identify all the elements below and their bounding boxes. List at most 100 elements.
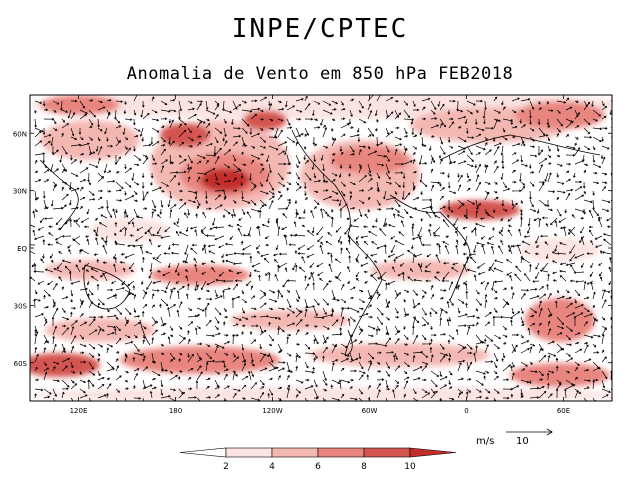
wind-arrow	[502, 287, 507, 291]
wind-arrow	[569, 279, 576, 283]
wind-arrow	[520, 163, 528, 167]
wind-arrow	[114, 293, 118, 300]
wind-arrow	[500, 239, 504, 246]
wind-arrow	[304, 133, 307, 138]
wind-arrow	[105, 235, 108, 244]
wind-arrow	[338, 172, 342, 178]
wind-arrow	[114, 232, 117, 237]
wind-arrow	[37, 280, 45, 285]
wind-arrow	[547, 393, 553, 399]
wind-arrow	[592, 145, 596, 151]
wind-arrow	[455, 244, 459, 255]
wind-arrow	[124, 147, 131, 156]
wind-arrow	[502, 181, 507, 189]
wind-arrow	[538, 127, 546, 136]
wind-arrow	[148, 238, 153, 246]
wind-arrow	[464, 118, 468, 125]
wind-arrow	[367, 95, 375, 102]
wind-arrow	[119, 226, 126, 233]
wind-arrow	[187, 352, 190, 358]
wind-arrow	[412, 377, 421, 381]
wind-arrow	[141, 172, 145, 179]
wind-arrow	[340, 307, 344, 318]
wind-arrow	[331, 100, 338, 105]
wind-arrow	[465, 290, 469, 300]
wind-arrow	[317, 235, 324, 243]
wind-arrow	[347, 234, 351, 246]
wind-arrow	[569, 244, 576, 254]
wind-arrow	[80, 360, 87, 364]
wind-arrow	[58, 276, 63, 282]
wind-arrow	[556, 208, 562, 217]
wind-arrow	[349, 206, 356, 210]
wind-arrow	[462, 226, 468, 230]
wind-arrow	[115, 118, 121, 124]
wind-arrow	[550, 217, 558, 226]
wind-arrow	[420, 190, 423, 196]
wind-arrow	[457, 145, 467, 150]
wind-arrow	[88, 361, 94, 370]
wind-arrow	[295, 154, 301, 165]
wind-arrow	[412, 152, 416, 156]
wind-arrow	[95, 145, 99, 152]
wind-arrow	[214, 136, 219, 144]
wind-arrow	[367, 196, 371, 201]
wind-arrow	[160, 388, 164, 396]
wind-arrow	[466, 179, 472, 183]
wind-arrow	[556, 252, 567, 255]
wind-arrow	[85, 235, 90, 238]
wind-arrow	[394, 253, 405, 259]
wind-arrow	[80, 249, 90, 255]
wind-arrow	[403, 361, 410, 368]
wind-arrow	[106, 111, 111, 120]
wind-arrow	[448, 397, 455, 401]
wind-arrow	[467, 351, 473, 355]
wind-arrow	[473, 244, 477, 254]
wind-arrow	[232, 141, 238, 147]
colorbar-swatch	[225, 447, 273, 458]
wind-arrow	[196, 342, 203, 346]
wind-arrow	[439, 187, 445, 192]
wind-arrow	[403, 376, 410, 381]
wind-arrow	[178, 159, 187, 165]
wind-arrow	[583, 199, 593, 204]
wind-arrow	[277, 150, 285, 156]
wind-arrow	[439, 355, 446, 363]
wind-arrow	[151, 337, 155, 345]
wind-arrow	[102, 244, 108, 255]
wind-arrow	[430, 199, 433, 210]
wind-arrow	[259, 118, 264, 121]
wind-arrow	[457, 109, 464, 113]
wind-arrow	[151, 329, 158, 336]
wind-arrow	[479, 217, 486, 220]
wind-arrow	[286, 201, 291, 210]
wind-arrow	[358, 189, 365, 192]
wind-arrow	[78, 128, 82, 135]
wind-arrow	[494, 259, 504, 264]
wind-arrow	[115, 100, 124, 103]
wind-arrow	[106, 377, 110, 381]
wind-arrow	[502, 352, 506, 359]
wind-arrow	[151, 96, 155, 102]
wind-arrow	[205, 396, 212, 399]
wind-arrow	[583, 296, 590, 300]
wind-arrow	[430, 390, 438, 399]
wind-arrow	[385, 361, 390, 370]
wind-arrow	[374, 109, 378, 117]
wind-arrow	[178, 118, 187, 126]
wind-arrow	[581, 262, 585, 268]
wind-arrow	[97, 145, 103, 156]
wind-arrow	[298, 266, 306, 273]
wind-arrow	[210, 260, 216, 264]
wind-arrow	[583, 190, 586, 195]
wind-arrow	[394, 199, 401, 208]
wind-arrow	[547, 320, 551, 327]
wind-arrow	[575, 280, 585, 284]
wind-arrow	[286, 162, 292, 166]
wind-arrow	[97, 302, 101, 309]
wind-arrow	[160, 235, 171, 239]
wind-arrow	[201, 231, 207, 237]
wind-arrow	[412, 366, 423, 372]
wind-arrow	[322, 145, 329, 149]
wind-arrow	[376, 383, 381, 390]
